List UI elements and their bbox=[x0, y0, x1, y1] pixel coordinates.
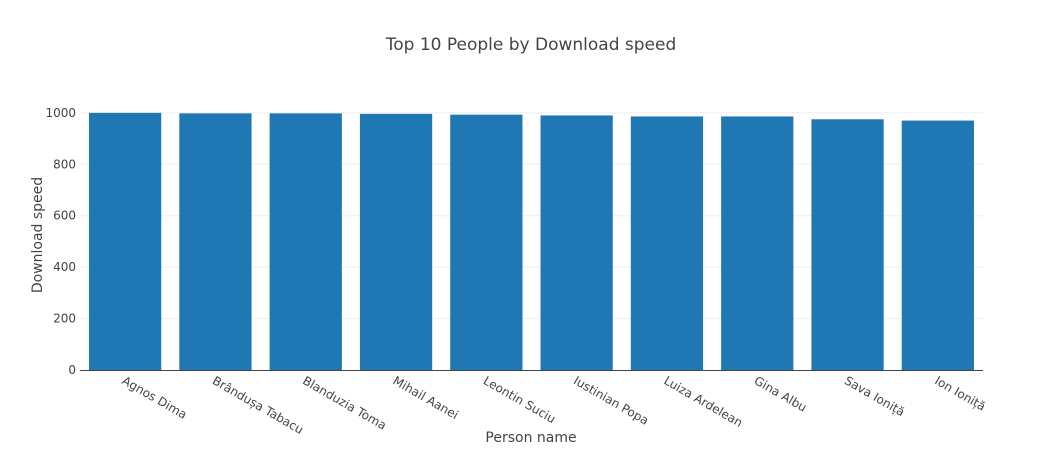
y-tick-label: 400 bbox=[53, 260, 76, 274]
y-tick-label: 600 bbox=[53, 209, 76, 223]
x-tick-label: Iustinian Popa bbox=[571, 373, 651, 427]
x-tick-label: Agnos Dima bbox=[120, 373, 190, 421]
y-tick-label: 800 bbox=[53, 157, 76, 171]
bar[interactable] bbox=[811, 119, 884, 371]
x-tick-label: Sava Ioniță bbox=[842, 373, 907, 419]
bar[interactable] bbox=[450, 114, 523, 371]
x-tick-label: Mihail Aanei bbox=[391, 373, 461, 422]
x-tick-label: Blanduzia Toma bbox=[300, 373, 389, 432]
chart-title: Top 10 People by Download speed bbox=[385, 35, 677, 55]
bar[interactable] bbox=[269, 113, 342, 370]
bar[interactable] bbox=[359, 113, 433, 370]
x-tick-label: Leontin Suciu bbox=[481, 373, 558, 426]
y-tick-label: 200 bbox=[53, 312, 76, 326]
x-tick-label: Gina Albu bbox=[752, 373, 809, 414]
bar[interactable] bbox=[179, 113, 252, 370]
bar[interactable] bbox=[721, 116, 794, 370]
x-tick-label: Brândușa Tabacu bbox=[210, 373, 306, 436]
y-tick-label: 0 bbox=[68, 363, 76, 377]
bar[interactable] bbox=[630, 116, 704, 370]
bar[interactable] bbox=[901, 120, 974, 370]
y-axis-title: Download speed bbox=[30, 177, 46, 293]
y-tick-label: 1000 bbox=[45, 106, 76, 120]
x-tick-label: Ion Ioniță bbox=[932, 373, 988, 413]
x-axis-title: Person name bbox=[485, 430, 576, 446]
bar[interactable] bbox=[89, 112, 162, 370]
x-tick-label: Luiza Ardelean bbox=[661, 373, 745, 429]
bars bbox=[89, 112, 974, 371]
bar[interactable] bbox=[540, 115, 613, 370]
y-axis-ticks: 0 200 400 600 800 1000 bbox=[45, 106, 76, 377]
